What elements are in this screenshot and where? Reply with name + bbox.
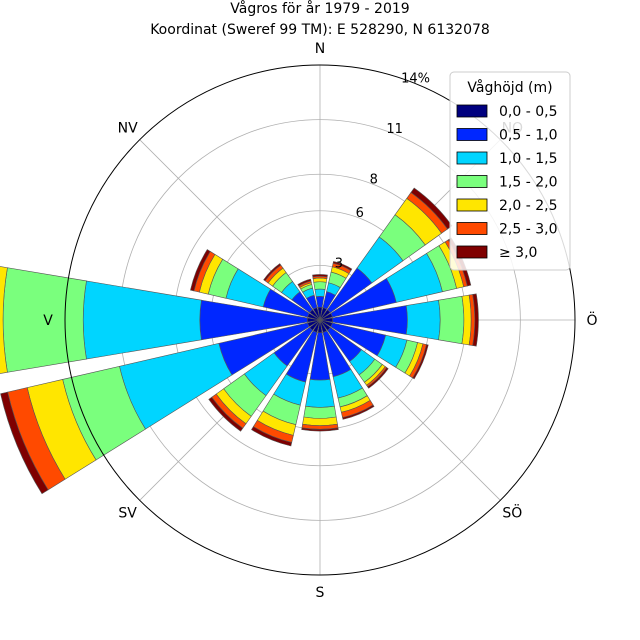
rose-bar-s8-b6 [301,427,339,432]
legend-label: ≥ 3,0 [499,245,537,261]
rose-bar-s5-b6 [412,344,429,380]
legend-swatch [456,198,488,212]
legend-swatch [456,104,488,118]
legend-label: 1,5 - 2,0 [499,175,557,191]
direction-label: NV [118,121,138,137]
rose-bar-s6-b6 [367,367,389,389]
legend-swatch [456,151,488,165]
legend-label: 1,0 - 1,5 [499,151,557,167]
legend-swatch [456,245,488,259]
legend-swatch [456,128,488,141]
direction-label: V [43,313,53,329]
rose-bar-s8-b3 [303,405,337,419]
radial-tick-label: 3 [335,257,343,272]
legend-title: Våghöjd (m) [467,79,552,96]
rose-bar-s11-b6 [0,391,49,495]
radial-tick-labels: 3 6 8 11 14% [335,71,430,271]
radial-tick-label: 6 [356,206,364,221]
legend-label: 0,5 - 1,0 [499,128,557,144]
direction-label: S [316,585,325,601]
radial-tick-label: 11 [386,122,403,137]
rose-bar-s7-b6 [342,404,375,420]
outer-circle [64,64,576,576]
legend-label: 0,0 - 0,5 [499,104,557,120]
rose-bar-s0-b1 [315,296,325,308]
rose-bar-s8-b2 [305,378,335,408]
rose-bar-s4-b2 [405,299,441,341]
rose-bar-s4-b6 [472,293,479,347]
rose-bar-s10-b6 [208,396,244,432]
rose-bar-s12-b2 [82,280,202,360]
rose-bar-s14-b6 [263,263,282,282]
rose-bar-s13-b6 [190,249,211,292]
rose-bar-s0-b6 [312,274,328,278]
rose-bar-s0-b2 [314,288,326,297]
rose-bar-s8-b4 [302,416,338,426]
rose-bar-s0-b4 [312,277,328,283]
chart-title: Vågros för år 1979 - 2019 [230,0,409,17]
legend-label: 2,0 - 2,5 [499,198,557,214]
chart-subtitle: Koordinat (Sweref 99 TM): E 528290, N 61… [150,22,490,38]
direction-label: SÖ [502,503,522,521]
legend-swatch [456,222,488,235]
radial-tick-label: 14% [401,71,430,86]
legend: Våghöjd (m) 0,0 - 0,5 0,5 - 1,0 1,0 - 1,5 1… [449,71,571,271]
legend-items: 0,0 - 0,5 0,5 - 1,0 1,0 - 1,5 1,5 - 2,0 2,0 … [456,104,557,261]
direction-label: SV [118,505,137,521]
legend-label: 2,5 - 3,0 [499,222,557,238]
legend-swatch [456,175,488,188]
direction-label: N [315,41,325,57]
polar-frame [64,64,576,576]
radial-tick-label: 8 [370,172,378,187]
rose-bar-s0-b3 [313,281,327,290]
rose-bar-s1-b6 [332,261,353,271]
rose-bars [0,187,479,495]
rose-bar-s12-b4 [0,266,8,374]
direction-label: Ö [586,311,597,329]
legend-frame [449,71,571,271]
rose-bar-s9-b6 [251,426,293,447]
rose-bar-s4-b3 [438,295,465,345]
rose-bar-s15-b6 [297,278,312,287]
